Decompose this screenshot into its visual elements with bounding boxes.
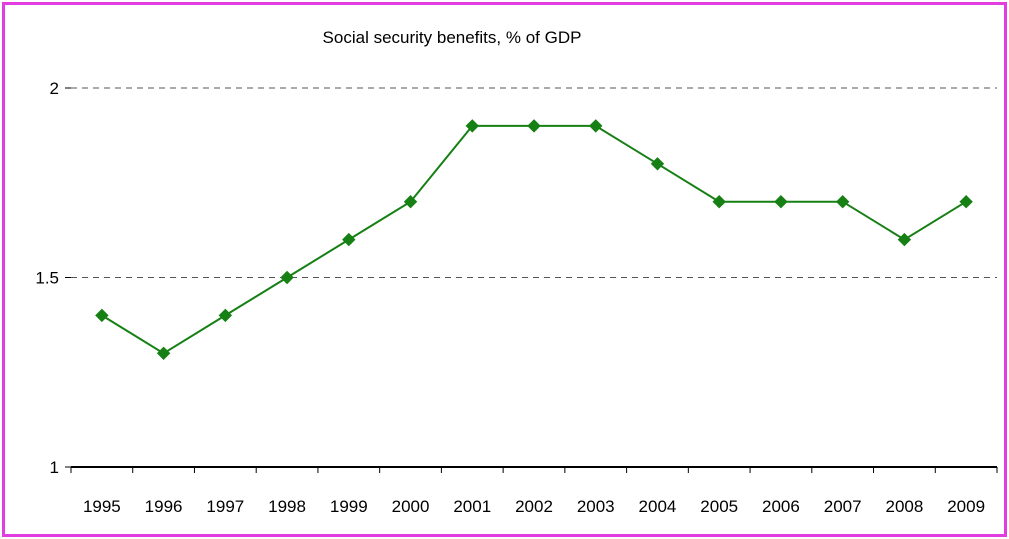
data-point-1995	[95, 308, 109, 323]
data-point-2002	[527, 119, 541, 133]
series-layer	[95, 119, 973, 361]
x-tick-label-2007: 2007	[824, 497, 862, 516]
x-tick-labels: 1995 1996 1997 1998 1999 2000 2001 2002 2003 2004…	[83, 497, 985, 516]
x-tick-label-2000: 2000	[392, 497, 430, 516]
gridlines	[71, 87, 997, 278]
x-tick-label-1995: 1995	[83, 497, 121, 516]
data-point-2000	[403, 194, 418, 209]
axes	[65, 87, 998, 473]
data-point-2004	[650, 157, 665, 171]
x-tick-label-2006: 2006	[762, 497, 800, 516]
x-tick-label-2005: 2005	[700, 497, 738, 516]
data-point-2001	[465, 119, 479, 133]
x-tick-label-1997: 1997	[206, 497, 244, 516]
y-tick-labels: 11.52	[35, 79, 59, 477]
line-chart: Social security benefits, % of GDP 11.52…	[35, 28, 998, 516]
data-point-2006	[774, 194, 788, 209]
data-point-2005	[712, 194, 726, 209]
series-line-0	[101, 124, 967, 355]
data-point-2008	[897, 232, 912, 247]
chart-title: Social security benefits, % of GDP	[323, 28, 582, 47]
x-tick-label-2008: 2008	[885, 497, 923, 516]
data-point-2009	[959, 194, 973, 209]
data-point-1999	[342, 232, 356, 247]
x-tick-label-2001: 2001	[453, 497, 491, 516]
data-point-2007	[835, 194, 850, 209]
x-tick-label-2003: 2003	[577, 497, 615, 516]
x-tick-label-2002: 2002	[515, 497, 553, 516]
x-tick-label-1998: 1998	[268, 497, 306, 516]
x-tick-label-2009: 2009	[947, 497, 985, 516]
y-tick-label-2: 2	[50, 79, 59, 98]
data-point-1998	[280, 270, 294, 285]
data-point-1997	[218, 308, 233, 323]
data-point-1996	[156, 346, 171, 361]
x-tick-label-1996: 1996	[145, 497, 183, 516]
y-tick-label-1: 1.5	[35, 269, 59, 288]
data-point-2003	[589, 119, 603, 133]
x-tick-label-1999: 1999	[330, 497, 368, 516]
y-tick-label-0: 1	[50, 458, 59, 477]
x-tick-label-2004: 2004	[639, 497, 677, 516]
